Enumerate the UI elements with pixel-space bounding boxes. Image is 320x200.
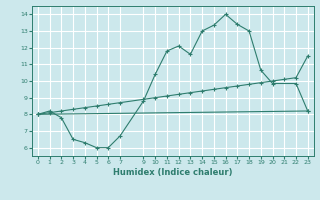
X-axis label: Humidex (Indice chaleur): Humidex (Indice chaleur) <box>113 168 233 177</box>
